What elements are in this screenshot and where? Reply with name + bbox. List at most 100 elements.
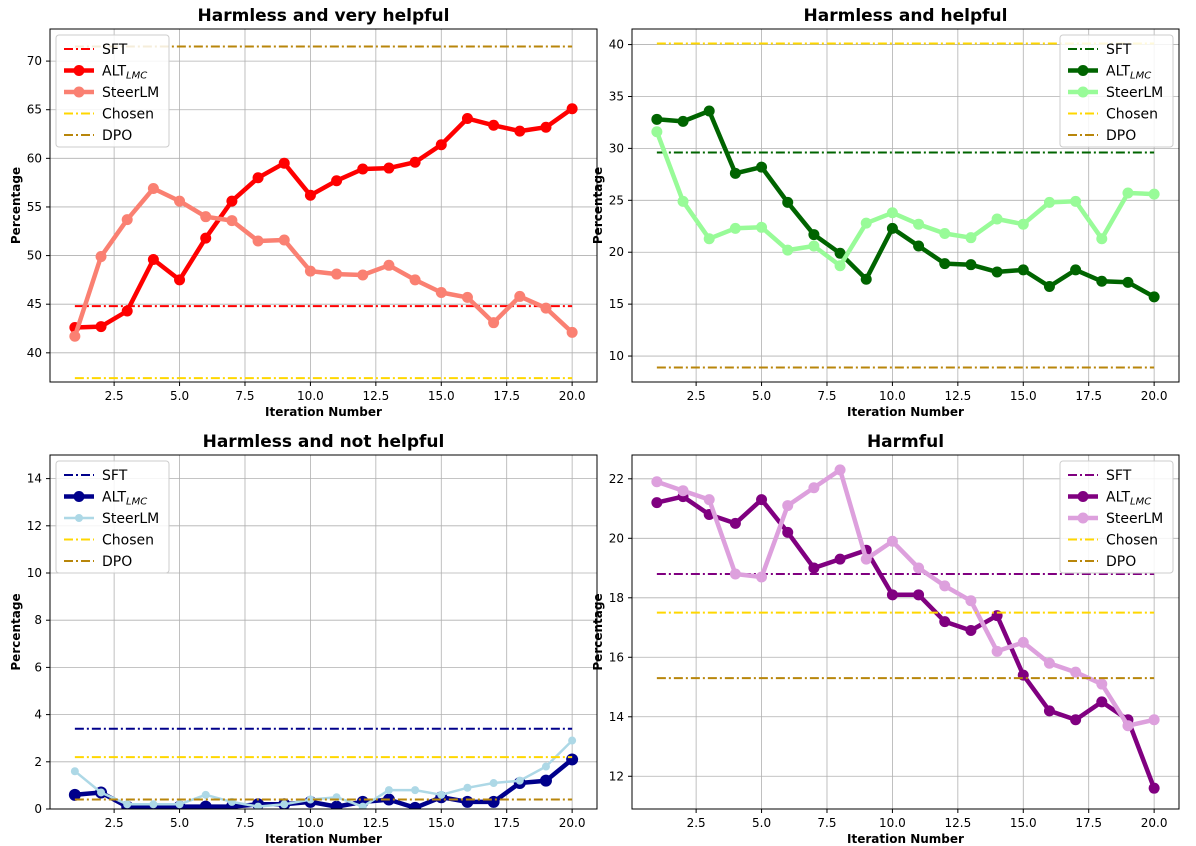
data-point xyxy=(1096,696,1108,708)
y-tick-label: 10 xyxy=(27,566,42,580)
y-tick-label: 12 xyxy=(27,519,42,533)
y-tick-label: 0 xyxy=(34,802,42,816)
data-point xyxy=(252,235,264,247)
x-tick-label: 7.5 xyxy=(817,389,836,403)
data-point xyxy=(435,287,447,299)
y-tick-label: 45 xyxy=(27,297,42,311)
x-tick-label: 20.0 xyxy=(1141,816,1168,830)
y-axis-label: Percentage xyxy=(9,593,23,670)
legend-label-subscript: LMC xyxy=(1130,497,1151,508)
chart-title: Harmless and not helpful xyxy=(203,432,445,452)
data-point xyxy=(488,317,500,329)
x-tick-label: 7.5 xyxy=(235,816,254,830)
x-tick-label: 10.0 xyxy=(297,816,324,830)
data-point xyxy=(175,800,184,809)
y-tick-label: 30 xyxy=(609,141,624,155)
y-tick-label: 12 xyxy=(609,769,624,783)
data-point xyxy=(435,139,447,151)
x-tick-label: 17.5 xyxy=(1075,816,1102,830)
x-tick-label: 12.5 xyxy=(362,389,389,403)
data-point xyxy=(70,767,79,776)
data-point xyxy=(95,251,107,263)
data-point xyxy=(939,228,951,240)
data-point xyxy=(860,553,872,565)
data-point xyxy=(278,234,290,246)
y-tick-label: 20 xyxy=(609,531,624,545)
data-point xyxy=(461,291,473,303)
data-point xyxy=(147,253,159,265)
x-tick-label: 20.0 xyxy=(559,816,586,830)
x-tick-label: 10.0 xyxy=(297,389,324,403)
data-point xyxy=(147,182,159,194)
data-point xyxy=(1122,276,1134,288)
data-point xyxy=(252,172,264,184)
data-point xyxy=(331,175,343,187)
data-point xyxy=(95,321,107,333)
data-point xyxy=(834,464,846,476)
data-point xyxy=(1148,714,1160,726)
legend-label: SteerLM xyxy=(102,85,159,101)
x-tick-label: 17.5 xyxy=(493,816,520,830)
data-point xyxy=(568,736,577,745)
x-tick-label: 17.5 xyxy=(493,389,520,403)
data-point xyxy=(278,157,290,169)
data-point xyxy=(357,163,369,175)
data-point xyxy=(782,526,794,538)
chart-panel-1: 2.5 5.0 7.5 10.0 12.5 15.0 17.5 20.0 40 45 50 55 60 6… xyxy=(9,6,598,419)
data-point xyxy=(808,240,820,252)
chart-panel-2: 2.5 5.0 7.5 10.0 12.5 15.0 17.5 20.0 10 15 20 25 30 3… xyxy=(591,6,1180,419)
legend-marker xyxy=(1077,512,1089,524)
data-point xyxy=(965,595,977,607)
data-point xyxy=(409,274,421,286)
axes-frame xyxy=(49,454,598,810)
x-tick-label: 5.0 xyxy=(170,389,189,403)
legend-box xyxy=(55,34,170,148)
data-point xyxy=(383,259,395,271)
data-point xyxy=(1122,720,1134,732)
data-point xyxy=(539,774,552,787)
y-tick-label: 50 xyxy=(27,249,42,263)
data-point xyxy=(991,266,1003,278)
legend-marker xyxy=(1077,491,1089,502)
data-point xyxy=(540,121,552,133)
series-group xyxy=(68,727,579,809)
data-point xyxy=(886,535,898,547)
x-tick-label: 10.0 xyxy=(879,389,906,403)
data-point xyxy=(913,589,925,601)
legend-label: Chosen xyxy=(1106,107,1158,123)
x-axis-label: Iteration Number xyxy=(265,405,382,419)
data-point xyxy=(226,195,238,207)
data-point xyxy=(254,802,263,809)
series-group xyxy=(651,464,1160,794)
data-point xyxy=(461,112,473,124)
data-point xyxy=(306,795,315,804)
data-point xyxy=(677,115,689,127)
y-tick-label: 22 xyxy=(609,472,624,486)
x-tick-label: 2.5 xyxy=(105,816,124,830)
data-point xyxy=(174,195,186,207)
legend-label: Chosen xyxy=(102,107,154,123)
data-point xyxy=(123,800,132,809)
data-point xyxy=(1070,714,1082,726)
x-tick-label: 20.0 xyxy=(559,389,586,403)
legend-label: Chosen xyxy=(1106,533,1158,549)
data-point xyxy=(913,240,925,252)
legend-label: SFT xyxy=(1106,42,1132,58)
data-point xyxy=(461,795,474,808)
legend-label: SteerLM xyxy=(102,511,159,527)
x-tick-label: 2.5 xyxy=(687,816,706,830)
legend-label: Chosen xyxy=(102,533,154,549)
y-tick-label: 8 xyxy=(34,613,42,627)
data-point xyxy=(1148,188,1160,200)
legend-label: DPO xyxy=(1106,128,1136,144)
data-point xyxy=(566,753,579,766)
y-tick-label: 20 xyxy=(609,245,624,259)
legend-box xyxy=(55,460,170,574)
y-tick-label: 2 xyxy=(34,755,42,769)
legend-label-subscript: LMC xyxy=(126,71,147,82)
data-point xyxy=(965,625,977,637)
y-tick-label: 4 xyxy=(34,708,42,722)
data-point xyxy=(304,265,316,277)
data-point xyxy=(808,482,820,494)
